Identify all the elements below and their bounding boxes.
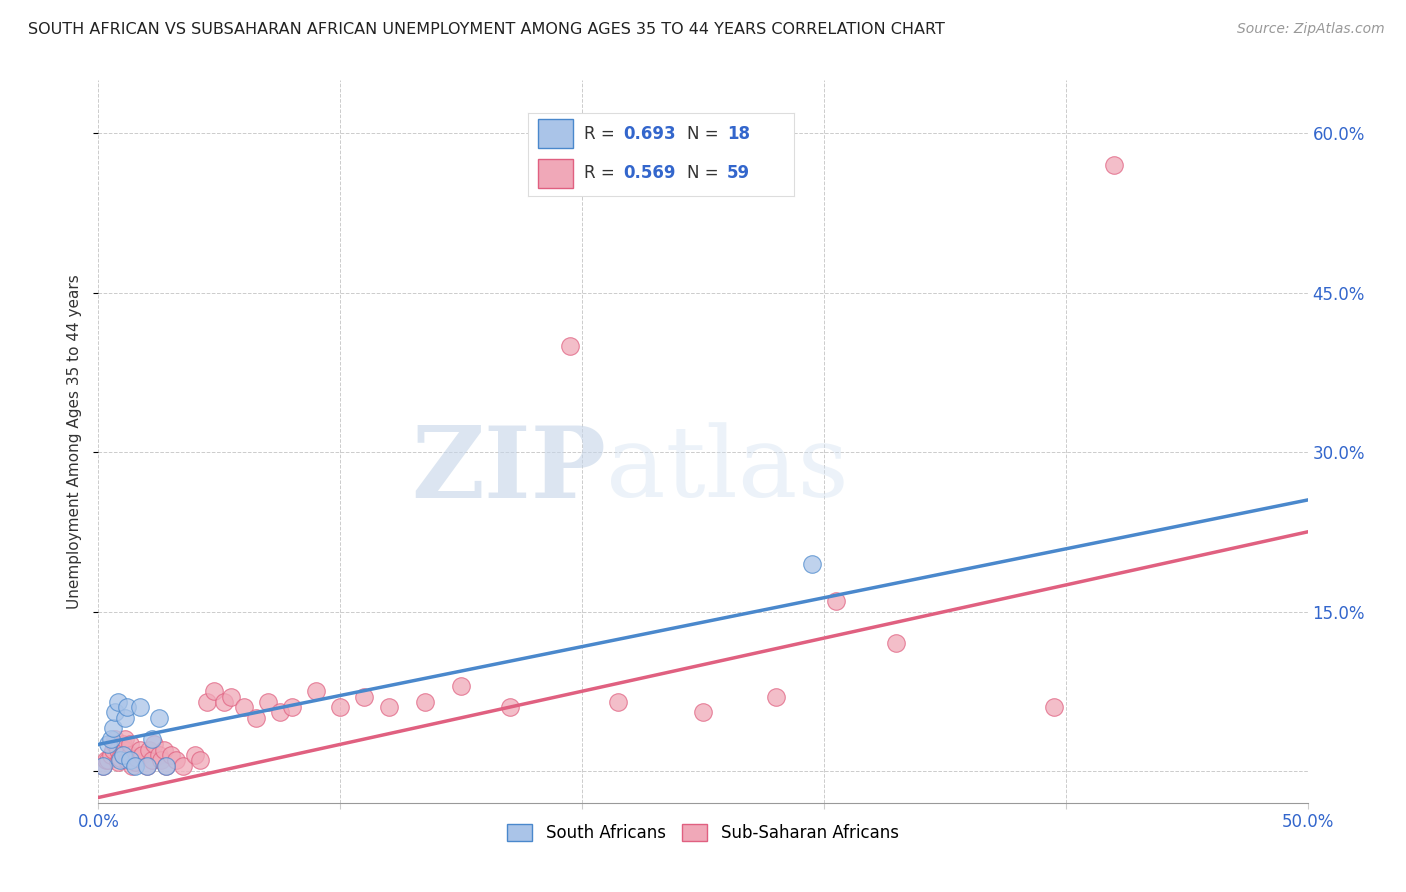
Text: SOUTH AFRICAN VS SUBSAHARAN AFRICAN UNEMPLOYMENT AMONG AGES 35 TO 44 YEARS CORRE: SOUTH AFRICAN VS SUBSAHARAN AFRICAN UNEM… (28, 22, 945, 37)
Point (131, 747, 153, 762)
Point (141, 753, 163, 767)
Point (135, 758, 157, 772)
Point (765, 690, 787, 704)
Point (111, 747, 134, 762)
Point (558, 339, 581, 353)
Text: Source: ZipAtlas.com: Source: ZipAtlas.com (1237, 22, 1385, 37)
Point (108, 753, 131, 767)
Point (165, 753, 187, 767)
Point (97, 737, 120, 751)
Point (148, 747, 170, 762)
Point (101, 742, 124, 756)
Point (155, 758, 177, 772)
Point (256, 695, 278, 709)
Point (184, 747, 207, 762)
Point (91, 758, 114, 772)
Point (118, 753, 141, 767)
Point (124, 756, 146, 770)
Point (114, 711, 136, 725)
Point (450, 679, 472, 693)
Point (118, 747, 141, 762)
Point (245, 711, 267, 725)
Point (305, 684, 328, 698)
Point (1102, 158, 1125, 172)
Point (498, 700, 520, 714)
Point (413, 695, 436, 709)
Point (104, 737, 127, 751)
Point (188, 753, 211, 767)
Point (825, 594, 848, 608)
Point (269, 706, 291, 720)
Point (329, 700, 352, 714)
Point (107, 742, 129, 756)
Text: atlas: atlas (606, 423, 849, 518)
Point (1042, 700, 1064, 714)
Point (150, 753, 173, 767)
Point (138, 742, 160, 756)
Point (100, 732, 122, 747)
Point (118, 737, 141, 751)
Point (377, 700, 399, 714)
Point (111, 737, 134, 751)
Point (108, 751, 131, 765)
Point (117, 700, 139, 714)
Point (114, 732, 136, 747)
Point (172, 758, 194, 772)
Point (886, 636, 908, 650)
Point (128, 742, 150, 756)
Point (353, 690, 375, 704)
Point (152, 742, 174, 756)
Point (91, 758, 114, 772)
Point (104, 706, 127, 720)
Point (160, 747, 183, 762)
Point (607, 695, 630, 709)
Point (100, 747, 122, 762)
Point (117, 753, 139, 767)
Point (104, 732, 127, 747)
Point (143, 737, 166, 751)
Point (121, 758, 143, 772)
Point (128, 700, 150, 714)
Legend: South Africans, Sub-Saharan Africans: South Africans, Sub-Saharan Africans (501, 817, 905, 848)
Point (101, 722, 124, 736)
Point (212, 695, 235, 709)
Point (221, 690, 243, 704)
Point (114, 742, 136, 756)
Point (94, 753, 117, 767)
Point (107, 695, 129, 709)
Point (800, 557, 823, 571)
Point (97, 753, 120, 767)
Y-axis label: Unemployment Among Ages 35 to 44 years: Unemployment Among Ages 35 to 44 years (67, 274, 83, 609)
Point (127, 751, 149, 765)
Point (107, 756, 129, 770)
Point (195, 695, 218, 709)
Point (281, 700, 304, 714)
Point (692, 706, 714, 720)
Point (232, 700, 254, 714)
Point (135, 758, 157, 772)
Point (155, 758, 177, 772)
Point (141, 732, 163, 747)
Text: ZIP: ZIP (412, 422, 606, 519)
Point (111, 747, 134, 762)
Point (148, 711, 170, 725)
Point (124, 758, 146, 772)
Point (204, 684, 226, 698)
